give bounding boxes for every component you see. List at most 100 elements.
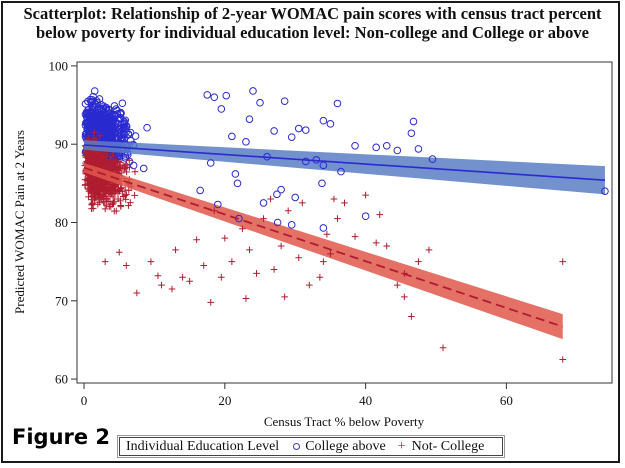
- college-point: [86, 121, 95, 129]
- not-college-point: [267, 195, 274, 203]
- college-point: [84, 97, 92, 106]
- not-college-point: [102, 157, 110, 165]
- college-fit-line: [83, 144, 606, 182]
- not-college-point: [96, 132, 104, 140]
- not-college-point: [218, 274, 225, 281]
- plot-area: [76, 61, 613, 384]
- not-college-point: [133, 289, 141, 297]
- not-college-point: [559, 258, 567, 265]
- college-point: [280, 97, 289, 105]
- not-college-point: [246, 246, 253, 254]
- not-college-point: [90, 151, 98, 159]
- not-college-point: [425, 246, 433, 254]
- legend-item-college: College above: [305, 438, 386, 454]
- college-point: [213, 200, 222, 209]
- chart-title-line-2: below poverty for individual education l…: [35, 23, 590, 42]
- college-point: [217, 105, 226, 113]
- fit-lines: [83, 144, 606, 328]
- not-college-point: [95, 188, 103, 196]
- not-college-point: [117, 185, 124, 192]
- college-point: [139, 164, 148, 173]
- college-point: [119, 121, 128, 129]
- y-tick-label: 90: [55, 137, 68, 152]
- not-college-point: [393, 281, 401, 289]
- college-point: [98, 132, 107, 141]
- not-college-point: [401, 293, 408, 301]
- not-college-point: [186, 277, 193, 285]
- not-college-point: [88, 205, 95, 213]
- not-college-point: [281, 293, 288, 301]
- college-point: [90, 87, 99, 95]
- not-college-point: [107, 158, 114, 165]
- not-college-point: [122, 196, 130, 203]
- points-layer: [101, 87, 609, 363]
- not-college-point: [559, 356, 567, 363]
- college-point: [203, 91, 212, 99]
- not-college-point: [115, 248, 123, 256]
- college-point: [245, 115, 254, 123]
- y-tick-label: 80: [55, 215, 68, 230]
- college-point: [107, 130, 116, 139]
- figure-label: Figure 2: [12, 425, 111, 449]
- college-point: [259, 199, 268, 207]
- not-college-point: [341, 199, 348, 207]
- college-point: [407, 129, 416, 138]
- college-point: [126, 128, 135, 137]
- college-point: [196, 186, 204, 195]
- college-point: [393, 146, 402, 155]
- not-college-point: [126, 163, 133, 171]
- not-college-point: [383, 242, 391, 250]
- y-axis-label: Predicted WOMAC Pain at 2 Years: [12, 130, 27, 314]
- not-college-point: [158, 281, 165, 289]
- college-point: [326, 120, 335, 128]
- not-college-point: [85, 152, 92, 160]
- not-college-point: [207, 299, 215, 306]
- not-college-point: [131, 192, 138, 199]
- axes: 0 20 40 60 60 70 80 90 100: [49, 58, 513, 408]
- college-point: [108, 119, 117, 128]
- not-college-point: [193, 236, 200, 244]
- college-point: [361, 212, 370, 221]
- not-college-point: [131, 168, 139, 176]
- not-college-point: [82, 153, 90, 161]
- not-college-point: [372, 239, 380, 247]
- not-college-point: [94, 200, 102, 208]
- not-college-point: [87, 174, 94, 181]
- not-college-point: [260, 215, 267, 222]
- not-college-point: [108, 187, 116, 194]
- college-point: [273, 190, 281, 199]
- y-tick-label: 70: [55, 293, 68, 308]
- not-college-point: [330, 195, 338, 203]
- not-college-point: [90, 129, 98, 136]
- not-college-point: [323, 230, 331, 238]
- not-college-point: [408, 313, 415, 320]
- not-college-point: [102, 190, 110, 197]
- college-point: [351, 141, 359, 150]
- not-college-point: [316, 274, 324, 281]
- not-college-point: [270, 266, 278, 273]
- college-point: [333, 99, 342, 108]
- not-college-point: [119, 188, 126, 195]
- college-point: [99, 104, 108, 113]
- legend: Individual Education Level College above…: [117, 435, 505, 458]
- chart-title: Scatterplot: Relationship of 2-year WOMA…: [0, 4, 625, 42]
- college-point: [97, 100, 105, 109]
- not-college-point: [109, 193, 117, 201]
- college-point: [337, 167, 345, 176]
- not-college-point: [154, 272, 162, 280]
- not-college-fit-line: [83, 166, 564, 328]
- legend-title: Individual Education Level: [126, 438, 280, 454]
- college-point: [92, 100, 100, 109]
- college-point: [104, 118, 113, 126]
- not-college-point: [242, 295, 250, 302]
- college-point: [273, 218, 282, 227]
- college-point: [301, 126, 310, 134]
- college-point: [287, 133, 296, 141]
- college-point: [100, 127, 108, 136]
- chart-title-line-1: Scatterplot: Relationship of 2-year WOMA…: [23, 4, 602, 23]
- not-college-point: [95, 181, 103, 189]
- not-college-point: [239, 225, 246, 233]
- college-point: [228, 132, 236, 141]
- not-college-point: [306, 281, 313, 289]
- not-college-point: [122, 161, 130, 169]
